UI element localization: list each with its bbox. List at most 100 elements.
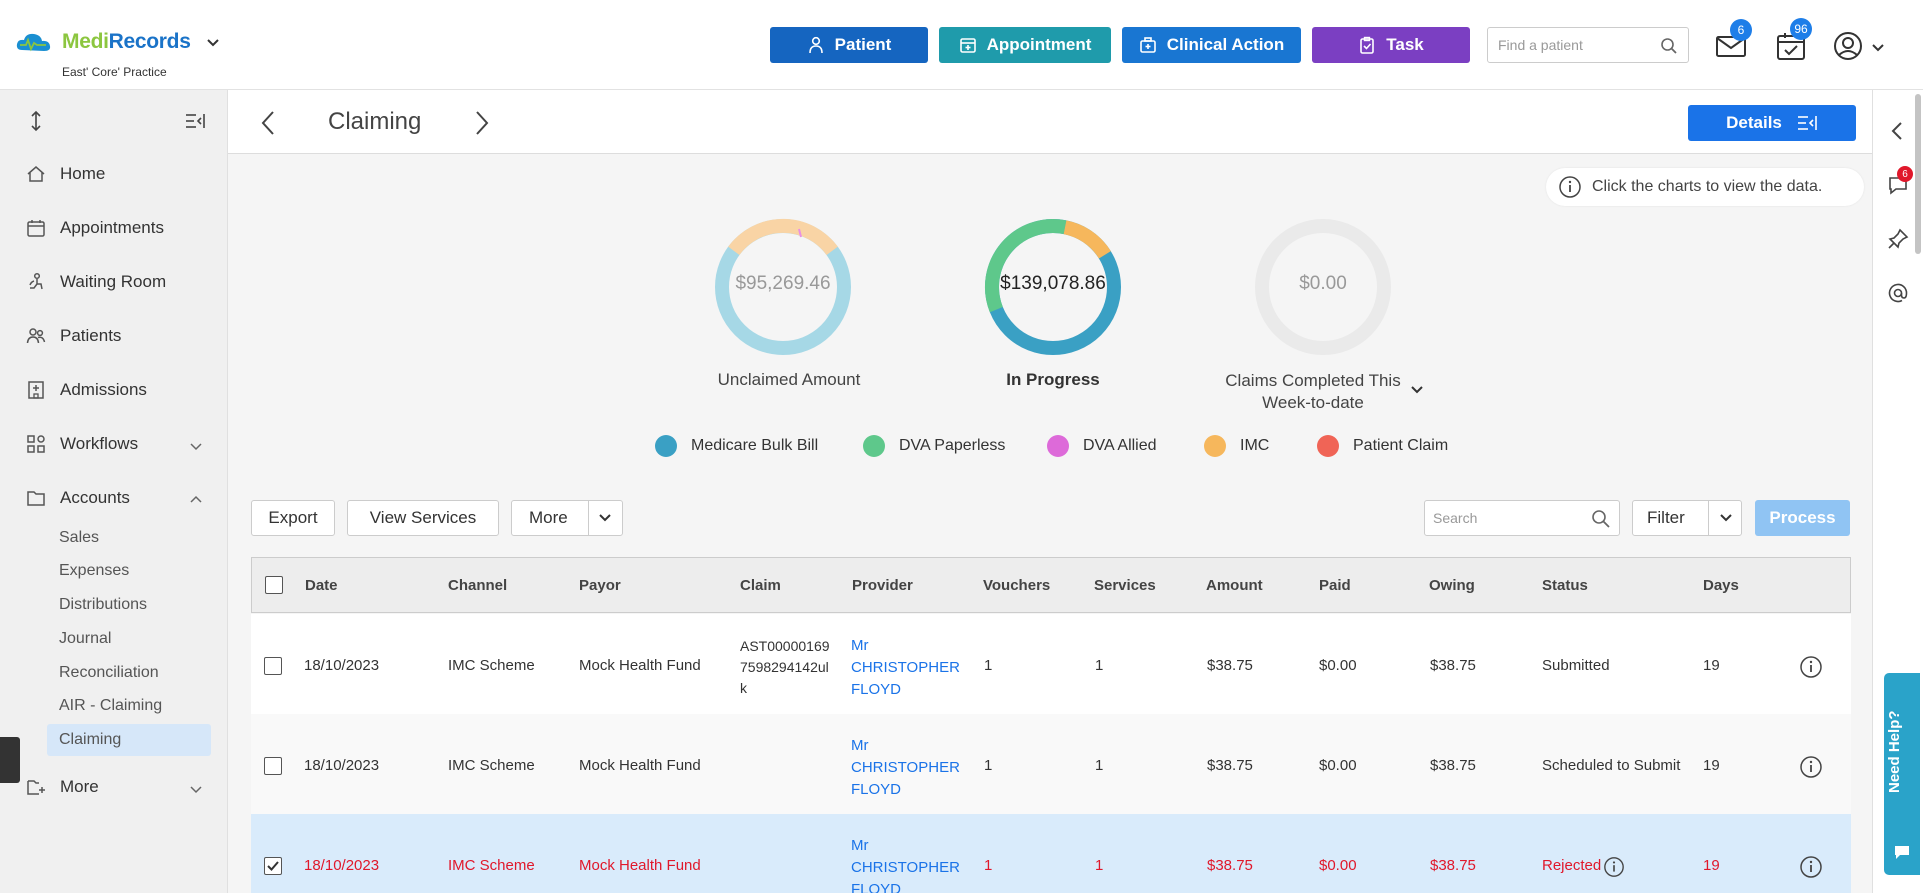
sidebar-item-workflows[interactable]: Workflows (26, 434, 216, 454)
status-info-icon[interactable] (1603, 856, 1625, 878)
column-provider[interactable]: Provider (852, 577, 913, 594)
row-services: 1 (1095, 757, 1104, 774)
row-checkbox-checked[interactable] (264, 857, 282, 875)
chevron-up-icon[interactable] (189, 493, 203, 507)
new-task-button[interactable]: Task (1312, 27, 1470, 63)
legend-patient-claim: Patient Claim (1317, 435, 1448, 457)
export-button[interactable]: Export (251, 500, 335, 536)
unclaimed-amount-label: Unclaimed Amount (717, 370, 861, 389)
column-paid[interactable]: Paid (1319, 577, 1351, 594)
row-info-icon[interactable] (1799, 855, 1823, 879)
column-owing[interactable]: Owing (1429, 577, 1475, 594)
sidebar-item-admissions[interactable]: Admissions (26, 380, 147, 400)
chevron-down-icon[interactable] (189, 782, 203, 796)
row-checkbox[interactable] (264, 757, 282, 775)
select-all-checkbox[interactable] (265, 576, 283, 594)
row-amount: $38.75 (1207, 757, 1253, 774)
row-days: 19 (1703, 857, 1720, 874)
row-date: 18/10/2023 (304, 857, 380, 874)
find-patient-input[interactable]: Find a patient (1487, 27, 1689, 63)
row-provider-link[interactable]: Mr CHRISTOPHER FLOYD (851, 737, 960, 798)
page-scrollbar[interactable] (1915, 94, 1921, 254)
column-status[interactable]: Status (1542, 577, 1588, 594)
need-help-tab[interactable]: Need Help? (1884, 673, 1920, 875)
logo-text: MediRecords (62, 30, 191, 53)
calendar-plus-icon (959, 38, 976, 53)
column-claim[interactable]: Claim (740, 577, 781, 594)
row-status: Submitted (1542, 657, 1610, 674)
row-owing: $38.75 (1430, 757, 1476, 774)
more-dropdown-button[interactable]: More (511, 500, 623, 536)
legend-dva-paperless: DVA Paperless (863, 435, 1005, 457)
previous-arrow-icon[interactable] (260, 110, 276, 136)
subitem-expenses[interactable]: Expenses (59, 562, 130, 579)
subitem-reconciliation[interactable]: Reconciliation (59, 664, 159, 681)
column-payor[interactable]: Payor (579, 577, 621, 594)
details-button[interactable]: Details (1688, 105, 1856, 141)
column-amount[interactable]: Amount (1206, 577, 1263, 594)
new-appointment-button[interactable]: Appointment (939, 27, 1111, 63)
row-owing: $38.75 (1430, 657, 1476, 674)
period-chevron-down-icon[interactable] (1410, 383, 1424, 397)
sidebar-item-home[interactable]: Home (26, 164, 105, 184)
sidebar-item-more[interactable]: More (26, 777, 99, 797)
search-icon (1661, 38, 1677, 54)
chevron-down-icon[interactable] (1870, 39, 1886, 55)
row-info-icon[interactable] (1799, 755, 1823, 779)
top-bar: MediRecords East' Core' Practice Patient… (0, 0, 1923, 90)
row-paid: $0.00 (1319, 757, 1357, 774)
row-payor: Mock Health Fund (579, 857, 701, 874)
chevron-down-icon[interactable] (205, 34, 221, 50)
more-apps-icon (27, 780, 45, 795)
process-button[interactable]: Process (1755, 500, 1850, 536)
new-patient-button[interactable]: Patient (770, 27, 928, 63)
subitem-sales[interactable]: Sales (59, 529, 100, 546)
row-provider-link[interactable]: Mr CHRISTOPHER FLOYD (851, 837, 960, 893)
claims-completed-chart[interactable]: $0.00 (1253, 217, 1393, 357)
chevron-down-icon[interactable] (189, 439, 203, 453)
sidebar: Home Appointments Waiting Room Patients … (0, 90, 228, 893)
column-services[interactable]: Services (1094, 577, 1156, 594)
table-row[interactable]: 18/10/2023 IMC Scheme Mock Health Fund A… (251, 614, 1851, 714)
column-days[interactable]: Days (1703, 577, 1739, 594)
clinical-action-button[interactable]: Clinical Action (1122, 27, 1301, 63)
row-days: 19 (1703, 657, 1720, 674)
in-progress-chart[interactable]: $139,078.86 (983, 217, 1123, 357)
chevron-down-icon (1720, 514, 1732, 522)
column-date[interactable]: Date (305, 577, 338, 594)
sidebar-item-appointments[interactable]: Appointments (26, 218, 164, 238)
unclaimed-amount-chart[interactable]: $95,269.46 (713, 217, 853, 357)
row-info-icon[interactable] (1799, 655, 1823, 679)
view-services-button[interactable]: View Services (347, 500, 499, 536)
mention-at-icon[interactable] (1887, 282, 1909, 304)
mail-icon[interactable] (1715, 30, 1747, 62)
charts-hint: Click the charts to view the data. (1546, 168, 1864, 206)
pin-icon[interactable] (1887, 228, 1909, 250)
column-vouchers[interactable]: Vouchers (983, 577, 1051, 594)
next-arrow-icon[interactable] (474, 110, 490, 136)
sidebar-item-patients[interactable]: Patients (26, 326, 121, 346)
table-search-input[interactable]: Search (1424, 500, 1620, 536)
sidebar-item-accounts[interactable]: Accounts (26, 488, 130, 508)
mail-count-badge: 6 (1730, 19, 1752, 41)
row-provider-link[interactable]: Mr CHRISTOPHER FLOYD (851, 637, 960, 698)
expand-panel-arrow-icon[interactable] (1887, 120, 1909, 142)
row-date: 18/10/2023 (304, 657, 380, 674)
subitem-journal[interactable]: Journal (59, 630, 112, 647)
subitem-distributions[interactable]: Distributions (59, 596, 148, 613)
collapse-sidebar-icon[interactable] (184, 112, 206, 130)
table-row[interactable]: 18/10/2023 IMC Scheme Mock Health Fund M… (251, 714, 1851, 814)
column-channel[interactable]: Channel (448, 577, 508, 594)
filter-dropdown-button[interactable]: Filter (1632, 500, 1742, 536)
table-row-selected[interactable]: 18/10/2023 IMC Scheme Mock Health Fund M… (251, 814, 1851, 893)
subitem-air-claiming[interactable]: AIR - Claiming (59, 697, 163, 714)
user-account-icon[interactable] (1832, 30, 1864, 62)
row-checkbox[interactable] (264, 657, 282, 675)
app-logo[interactable]: MediRecords (14, 30, 221, 54)
legend-dva-allied: DVA Allied (1047, 435, 1157, 457)
row-channel: IMC Scheme (448, 857, 535, 874)
expand-vertical-icon[interactable] (27, 110, 45, 132)
subitem-claiming[interactable]: Claiming (47, 724, 211, 756)
sidebar-item-waiting-room[interactable]: Waiting Room (26, 272, 166, 292)
floating-side-tab[interactable] (0, 737, 20, 783)
